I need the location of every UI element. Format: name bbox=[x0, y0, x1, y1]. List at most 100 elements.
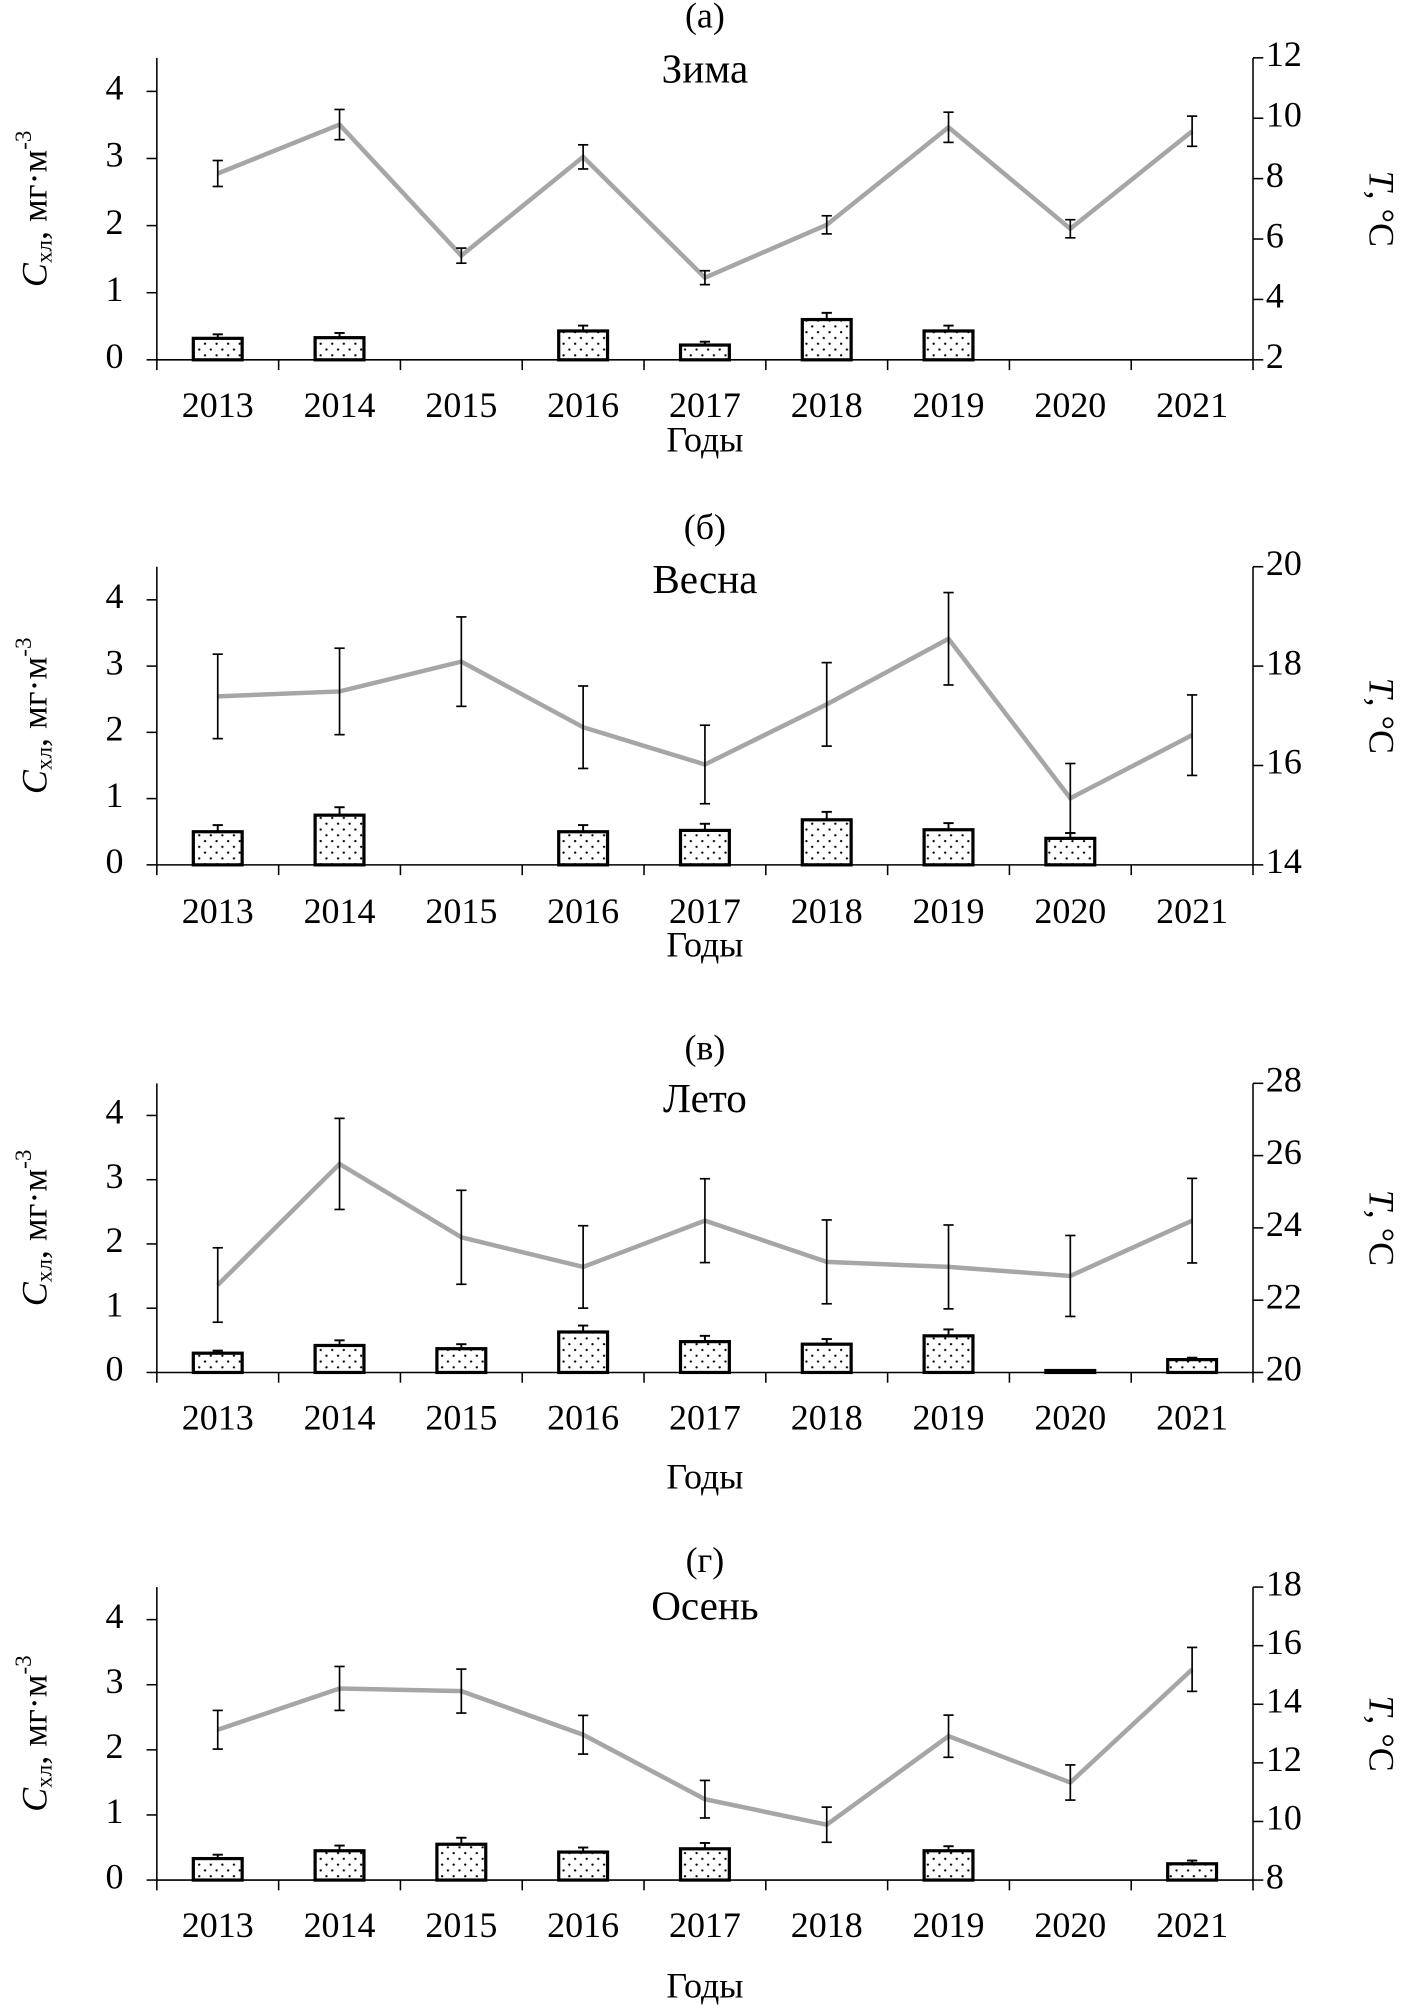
y2-tick-label: 18 bbox=[1266, 642, 1302, 682]
bar bbox=[557, 1330, 610, 1375]
bar bbox=[191, 830, 244, 867]
y2-tick-label: 16 bbox=[1266, 1622, 1302, 1662]
bar bbox=[1044, 836, 1097, 867]
y-tick-label: 2 bbox=[105, 1220, 123, 1260]
x-tick-label: 2014 bbox=[304, 1398, 376, 1438]
x-tick-label: 2014 bbox=[304, 1905, 376, 1945]
bar bbox=[922, 828, 975, 867]
y-tick-label: 0 bbox=[105, 336, 123, 376]
y-axis-label: Cхл, мг·м-3 bbox=[11, 1655, 58, 1812]
y-axis-label-part: хл bbox=[32, 1259, 58, 1282]
y2-tick-label: 8 bbox=[1266, 1856, 1284, 1896]
y-tick-label: 3 bbox=[105, 1156, 123, 1196]
line bbox=[216, 121, 1194, 281]
y2-tick-label: 12 bbox=[1266, 1739, 1302, 1779]
y2-axis-label-part: , °C bbox=[1361, 698, 1401, 754]
x-tick-label: 2015 bbox=[425, 1398, 497, 1438]
y-tick-label: 1 bbox=[105, 269, 123, 309]
x-tick-label: 2016 bbox=[547, 891, 619, 931]
y-axis-label-part: -3 bbox=[11, 637, 37, 656]
x-tick-label: 2018 bbox=[791, 1398, 863, 1438]
x-tick-label: 2021 bbox=[1156, 1398, 1228, 1438]
y2-tick-label: 2 bbox=[1266, 336, 1284, 376]
x-axis-label: Годы bbox=[666, 925, 743, 965]
bar bbox=[435, 1842, 488, 1882]
bar bbox=[313, 813, 366, 867]
y2-tick-label: 20 bbox=[1266, 1349, 1302, 1389]
y-tick-label: 1 bbox=[105, 1791, 123, 1831]
y2-tick-label: 14 bbox=[1266, 1681, 1302, 1721]
y-tick-label: 2 bbox=[105, 202, 123, 242]
y-tick-label: 1 bbox=[105, 775, 123, 815]
bar bbox=[191, 1856, 244, 1882]
panel-label: (б) bbox=[684, 507, 726, 547]
chart-title: Весна bbox=[652, 556, 757, 602]
y2-axis-label-part: , °C bbox=[1361, 191, 1401, 247]
y-axis-label-part: -3 bbox=[11, 1150, 37, 1169]
x-tick-label: 2021 bbox=[1156, 891, 1228, 931]
bar bbox=[1044, 1368, 1097, 1375]
y2-axis-label: T, °C bbox=[1361, 171, 1401, 247]
y-axis-label-part: , мг·м bbox=[15, 657, 55, 747]
y-tick-label: 2 bbox=[105, 709, 123, 749]
y2-tick-label: 6 bbox=[1266, 215, 1284, 255]
y-tick-label: 0 bbox=[105, 1856, 123, 1896]
y2-tick-label: 26 bbox=[1266, 1132, 1302, 1172]
bar bbox=[313, 1849, 366, 1882]
bar bbox=[1166, 1862, 1219, 1882]
y-tick-label: 3 bbox=[105, 642, 123, 682]
x-axis-label: Годы bbox=[666, 1457, 743, 1497]
y-tick-label: 0 bbox=[105, 1349, 123, 1389]
y-tick-label: 3 bbox=[105, 135, 123, 175]
panel: (в) Лето Годы Cхл, мг·м-3 T, °C 0 1 2 3 4 20 22 24 26… bbox=[11, 1027, 1401, 1496]
y-tick-label: 4 bbox=[105, 1092, 123, 1132]
y2-axis-label-part: T bbox=[1361, 678, 1401, 701]
bar bbox=[922, 329, 975, 362]
y2-tick-label: 28 bbox=[1266, 1060, 1302, 1100]
y2-tick-label: 20 bbox=[1266, 543, 1302, 583]
panel-label: (в) bbox=[684, 1027, 725, 1067]
y-tick-label: 4 bbox=[105, 68, 123, 108]
y2-axis-label: T, °C bbox=[1361, 1695, 1401, 1771]
y-axis-label-part: , мг·м bbox=[15, 1675, 55, 1765]
y2-axis-label-part: , °C bbox=[1361, 1715, 1401, 1771]
y-axis-label-part: хл bbox=[32, 747, 58, 770]
y-tick-label: 0 bbox=[105, 841, 123, 881]
x-tick-label: 2015 bbox=[425, 1905, 497, 1945]
y2-tick-label: 16 bbox=[1266, 742, 1302, 782]
chart-title: Зима bbox=[662, 46, 749, 92]
x-tick-label: 2018 bbox=[791, 385, 863, 425]
y2-tick-label: 24 bbox=[1266, 1204, 1302, 1244]
y2-axis-label: T, °C bbox=[1361, 678, 1401, 754]
x-tick-label: 2017 bbox=[669, 1398, 741, 1438]
bar bbox=[557, 830, 610, 867]
x-tick-label: 2020 bbox=[1034, 385, 1106, 425]
y2-tick-label: 18 bbox=[1266, 1563, 1302, 1603]
x-tick-label: 2016 bbox=[547, 1905, 619, 1945]
bar bbox=[678, 1847, 731, 1882]
x-tick-label: 2013 bbox=[182, 1398, 254, 1438]
x-tick-label: 2020 bbox=[1034, 891, 1106, 931]
y2-tick-label: 12 bbox=[1266, 34, 1302, 74]
y-axis-label-part: хл bbox=[32, 1765, 58, 1788]
y2-tick-label: 10 bbox=[1266, 1798, 1302, 1838]
y2-axis-label: T, °C bbox=[1361, 1190, 1401, 1266]
bar bbox=[557, 1850, 610, 1882]
y-axis-label: Cхл, мг·м-3 bbox=[11, 637, 58, 794]
x-tick-label: 2020 bbox=[1034, 1905, 1106, 1945]
bar bbox=[922, 1849, 975, 1882]
bar bbox=[435, 1347, 488, 1375]
chart-title: Осень bbox=[651, 1583, 758, 1629]
y2-tick-label: 10 bbox=[1266, 94, 1302, 134]
bar bbox=[313, 336, 366, 362]
bar bbox=[191, 1351, 244, 1375]
y2-axis-label-part: T bbox=[1361, 1695, 1401, 1718]
x-tick-label: 2019 bbox=[913, 385, 985, 425]
bar bbox=[313, 1343, 366, 1375]
y-axis-label-part: C bbox=[15, 1787, 55, 1812]
panel: (б) Весна Годы Cхл, мг·м-3 T, °C 0 1 2 3 4 14 16 18 2… bbox=[11, 507, 1401, 965]
